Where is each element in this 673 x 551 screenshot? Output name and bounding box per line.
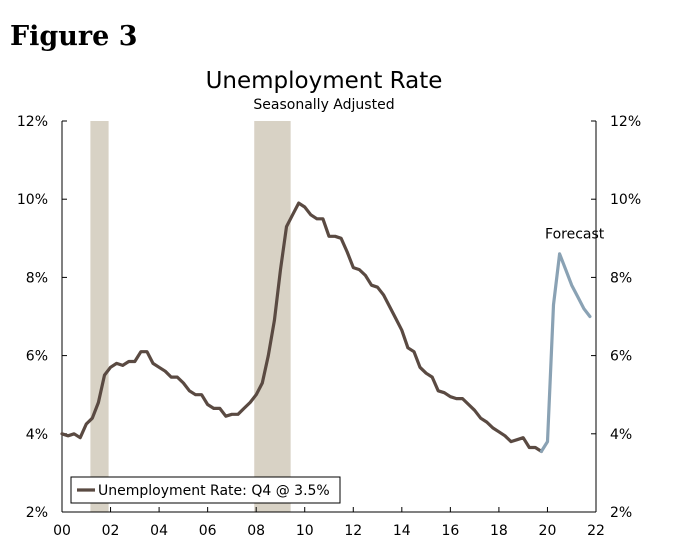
x-tick-label: 04	[150, 523, 168, 539]
annotation-layer: Forecast	[545, 226, 605, 242]
x-tick-label: 06	[199, 523, 217, 539]
legend: Unemployment Rate: Q4 @ 3.5%	[70, 476, 341, 504]
y-tick-label-left: 8%	[26, 270, 48, 286]
legend-box	[70, 476, 341, 504]
y-tick-label-right: 6%	[610, 349, 632, 365]
x-tick-label: 08	[247, 523, 265, 539]
forecast-annotation: Forecast	[545, 226, 605, 242]
legend-label: Unemployment Rate: Q4 @ 3.5%	[98, 483, 330, 499]
y-tick-label-left: 10%	[17, 192, 48, 208]
axes-layer: 2% 2% 4% 4% 6% 6% 8% 8% 10% 10% 12% 12% 00 02 04 06 08 10…	[17, 114, 641, 539]
x-tick-label: 10	[296, 523, 314, 539]
y-tick-label-left: 6%	[26, 349, 48, 365]
x-tick-label: 14	[393, 523, 411, 539]
y-tick-label-right: 8%	[610, 270, 632, 286]
y-tick-label-right: 4%	[610, 427, 632, 443]
x-tick-label: 02	[102, 523, 120, 539]
series-layer	[60, 201, 592, 453]
x-tick-label: 16	[441, 523, 459, 539]
x-tick-label: 18	[490, 523, 508, 539]
y-tick-label-right: 2%	[610, 505, 632, 521]
recession-band-1	[90, 121, 109, 512]
y-tick-label-left: 12%	[17, 114, 48, 130]
series-line-actual	[60, 201, 543, 453]
x-tick-label: 00	[53, 523, 71, 539]
y-tick-label-left: 2%	[26, 505, 48, 521]
y-tick-label-right: 10%	[610, 192, 641, 208]
x-tick-label: 12	[344, 523, 362, 539]
recession-band-2	[254, 121, 291, 512]
y-tick-label-left: 4%	[26, 427, 48, 443]
x-tick-label: 20	[539, 523, 557, 539]
x-tick-label: 22	[587, 523, 605, 539]
chart-subtitle: Seasonally Adjusted	[253, 97, 394, 113]
chart-title: Unemployment Rate	[206, 68, 443, 94]
series-line-forecast	[539, 252, 592, 453]
figure-label: Figure 3	[10, 21, 138, 52]
y-tick-label-right: 12%	[610, 114, 641, 130]
recession-shading-layer	[90, 121, 291, 512]
